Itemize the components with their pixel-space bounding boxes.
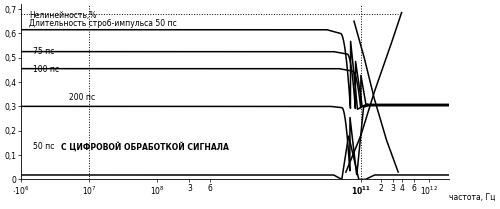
Text: 75 пс: 75 пс <box>33 47 54 56</box>
Text: С ЦИФРОВОЙ ОБРАБОТКОЙ СИГНАЛА: С ЦИФРОВОЙ ОБРАБОТКОЙ СИГНАЛА <box>60 142 228 152</box>
Text: 200 пс: 200 пс <box>68 93 95 102</box>
Text: Нелинейность,%: Нелинейность,% <box>29 11 96 20</box>
Text: 50 пс: 50 пс <box>33 142 57 151</box>
Text: Длительность строб-импульса 50 пс: Длительность строб-импульса 50 пс <box>29 19 176 28</box>
Text: частота, Гц: частота, Гц <box>450 193 496 202</box>
Text: 100 пс: 100 пс <box>33 65 59 74</box>
